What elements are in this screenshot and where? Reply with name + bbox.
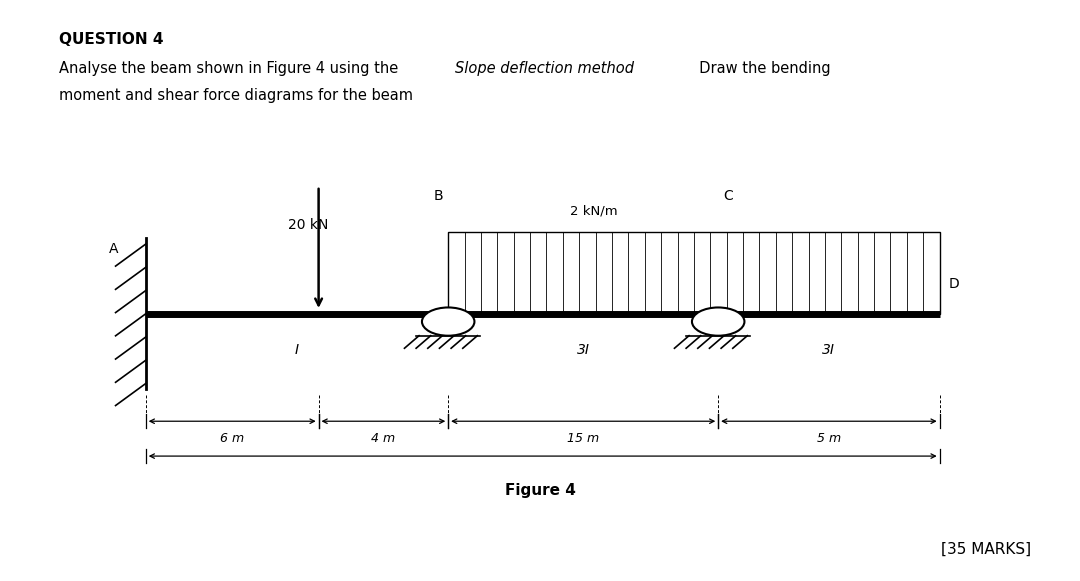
Text: 4 m: 4 m: [372, 432, 395, 444]
FancyBboxPatch shape: [448, 232, 940, 314]
Text: Draw the bending: Draw the bending: [690, 61, 831, 76]
Text: 5 m: 5 m: [816, 432, 841, 444]
Text: I: I: [295, 343, 299, 357]
Text: [35 MARKS]: [35 MARKS]: [942, 541, 1031, 557]
Text: C: C: [724, 189, 733, 203]
Text: A: A: [109, 242, 119, 256]
Circle shape: [422, 307, 474, 336]
Circle shape: [692, 307, 744, 336]
Text: 20 kN: 20 kN: [287, 218, 328, 232]
Text: moment and shear force diagrams for the beam: moment and shear force diagrams for the …: [59, 88, 414, 103]
Text: QUESTION 4: QUESTION 4: [59, 32, 164, 47]
Text: Figure 4: Figure 4: [504, 483, 576, 498]
Text: D: D: [948, 277, 959, 290]
Text: B: B: [433, 189, 443, 203]
Text: 15 m: 15 m: [567, 432, 599, 444]
Text: 6 m: 6 m: [220, 432, 244, 444]
Text: 2 kN/m: 2 kN/m: [570, 205, 618, 218]
Text: Analyse the beam shown in Figure 4 using the: Analyse the beam shown in Figure 4 using…: [59, 61, 403, 76]
Text: 3I: 3I: [577, 343, 590, 357]
Text: Slope deflection method: Slope deflection method: [455, 61, 634, 76]
Text: 3I: 3I: [822, 343, 836, 357]
